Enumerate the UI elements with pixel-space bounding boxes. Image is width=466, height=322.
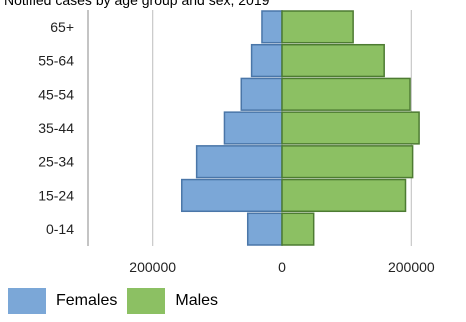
bar-males-45-54 — [281, 77, 411, 111]
y-tick-label: 15-24 — [38, 187, 74, 203]
y-tick-label: 25-34 — [38, 154, 74, 170]
legend-swatch-males — [127, 288, 166, 314]
bar-females-0-14 — [246, 212, 283, 246]
population-pyramid-chart: 65+ 55-64 45-54 35-44 25-34 15-24 0-14 200000 0… — [38, 10, 435, 275]
legend-swatch-females — [8, 288, 46, 314]
x-tick-label: 200000 — [388, 259, 435, 275]
legend-item-males: Males — [127, 288, 218, 314]
x-axis-labels: 200000 0 200000 — [129, 259, 435, 275]
bars-layer — [181, 10, 420, 246]
y-tick-label: 65+ — [50, 19, 74, 35]
bar-males-25-34 — [281, 145, 414, 179]
bar-females-35-44 — [223, 111, 283, 145]
chart-title: Notified cases by age group and sex, 201… — [4, 0, 270, 8]
legend-item-females: Females — [8, 288, 117, 314]
y-tick-label: 0-14 — [46, 221, 74, 237]
bar-males-0-14 — [281, 212, 315, 246]
x-tick-label: 200000 — [129, 259, 176, 275]
y-tick-label: 35-44 — [38, 120, 74, 136]
legend-label-males: Males — [175, 292, 219, 309]
bar-males-55-64 — [281, 43, 385, 78]
bar-females-45-54 — [240, 77, 283, 111]
legend: Females Males — [8, 288, 224, 314]
bar-females-25-34 — [195, 145, 283, 179]
bar-males-15-24 — [281, 178, 407, 213]
bar-females-15-24 — [181, 178, 283, 213]
bar-females-55-64 — [250, 43, 283, 78]
y-axis-labels: 65+ 55-64 45-54 35-44 25-34 15-24 0-14 — [38, 19, 74, 237]
x-tick-label: 0 — [278, 259, 286, 275]
bar-males-65+ — [281, 10, 354, 44]
bar-males-35-44 — [281, 111, 420, 145]
y-tick-label: 55-64 — [38, 53, 74, 69]
legend-label-females: Females — [56, 292, 118, 309]
y-tick-label: 45-54 — [38, 86, 74, 102]
bar-females-65+ — [261, 10, 283, 44]
